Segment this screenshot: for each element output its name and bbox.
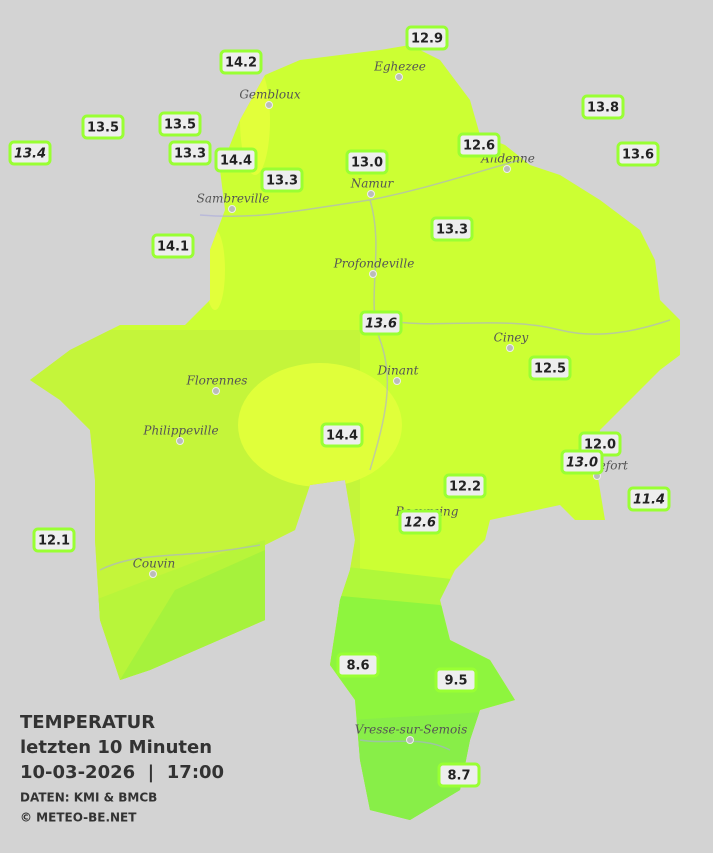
station-temperature: 12.1 xyxy=(38,534,70,549)
legend-datetime: 10-03-2026 | 17:00 xyxy=(20,762,224,783)
city-label: Philippeville xyxy=(142,424,218,438)
station-box xyxy=(581,94,625,120)
river xyxy=(379,319,671,335)
station-box xyxy=(430,216,474,242)
station-temperature: 12.9 xyxy=(411,32,443,47)
city-label: Namur xyxy=(350,177,395,191)
city-dot xyxy=(369,270,377,278)
station-box xyxy=(151,233,195,259)
station-box xyxy=(528,355,572,381)
station-temperature: 12.6 xyxy=(404,516,436,531)
station-box xyxy=(260,167,304,193)
station-temperature: 14.4 xyxy=(220,154,252,169)
station-box xyxy=(8,140,52,166)
river xyxy=(199,159,521,218)
station-box xyxy=(443,473,487,499)
city-label: Profondeville xyxy=(333,257,415,271)
city-dot xyxy=(212,387,220,395)
legend-subtitle: letzten 10 Minuten xyxy=(20,737,212,758)
station-box xyxy=(359,310,403,336)
station-temperature: 13.5 xyxy=(164,118,196,133)
station-temperature: 13.6 xyxy=(365,317,397,332)
city-dot xyxy=(367,190,375,198)
station-box xyxy=(434,667,478,693)
station-box xyxy=(320,422,364,448)
station-box xyxy=(214,147,258,173)
city-label: Dinant xyxy=(377,364,419,378)
station-temperature: 13.4 xyxy=(14,147,46,162)
station-temperature: 13.3 xyxy=(436,223,468,238)
legend-title: TEMPERATUR xyxy=(20,712,155,733)
legend-copyright: © METEO-BE.NET xyxy=(20,811,137,825)
station-box xyxy=(437,762,481,788)
station-box xyxy=(457,132,501,158)
station-temperature: 13.6 xyxy=(622,148,654,163)
legend-source: DATEN: KMI & BMCB xyxy=(20,791,157,805)
station-temperature: 13.3 xyxy=(174,147,206,162)
station-box xyxy=(405,25,449,51)
station-box xyxy=(168,140,212,166)
river xyxy=(99,544,261,571)
station-box xyxy=(219,49,263,75)
city-dot xyxy=(265,101,273,109)
station-temperature: 14.1 xyxy=(157,240,189,255)
station-box xyxy=(560,449,604,475)
station-box xyxy=(627,486,671,512)
city-dot xyxy=(149,570,157,578)
station-box xyxy=(616,141,660,167)
zone xyxy=(238,363,402,487)
city-label: Eghezee xyxy=(373,60,426,74)
station-box xyxy=(336,652,380,678)
station-box xyxy=(158,111,202,137)
zone xyxy=(205,230,225,310)
city-dot xyxy=(393,377,401,385)
city-label: Couvin xyxy=(133,557,175,571)
city-dot xyxy=(503,165,511,173)
river xyxy=(369,199,389,471)
city-dot xyxy=(176,437,184,445)
station-temperature: 12.6 xyxy=(463,139,495,154)
station-temperature: 13.3 xyxy=(266,174,298,189)
station-temperature: 11.4 xyxy=(633,493,665,508)
station-temperature: 14.4 xyxy=(326,429,358,444)
city-dot xyxy=(228,205,236,213)
station-temperature: 12.0 xyxy=(584,438,616,453)
station-box xyxy=(32,527,76,553)
station-box xyxy=(345,149,389,175)
station-temperature: 8.7 xyxy=(447,769,470,784)
station-temperature: 14.2 xyxy=(225,56,257,71)
station-box xyxy=(398,509,442,535)
city-label: Gembloux xyxy=(239,88,301,102)
station-temperature: 8.6 xyxy=(346,659,369,674)
city-label: Florennes xyxy=(186,374,248,388)
station-temperature: 9.5 xyxy=(444,674,467,689)
station-temperature: 13.8 xyxy=(587,101,619,116)
rivers xyxy=(99,159,671,751)
station-temperature: 13.0 xyxy=(566,456,598,471)
labels: EghezeeGemblouxAndenneNamurSambrevillePr… xyxy=(8,25,671,788)
city-dot xyxy=(406,736,414,744)
station-temperature: 12.5 xyxy=(534,362,566,377)
river xyxy=(359,739,451,751)
city-label: Vresse-sur-Semois xyxy=(355,723,468,737)
station-temperature: 12.2 xyxy=(449,480,481,495)
station-temperature: 13.5 xyxy=(87,121,119,136)
station-temperature: 13.0 xyxy=(351,156,383,171)
legend: TEMPERATUR letzten 10 Minuten 10-03-2026… xyxy=(20,712,224,825)
station-box xyxy=(81,114,125,140)
city-label: Ciney xyxy=(494,331,529,345)
city-dot xyxy=(506,344,514,352)
city-label: Sambreville xyxy=(197,192,270,206)
city-dot xyxy=(395,73,403,81)
